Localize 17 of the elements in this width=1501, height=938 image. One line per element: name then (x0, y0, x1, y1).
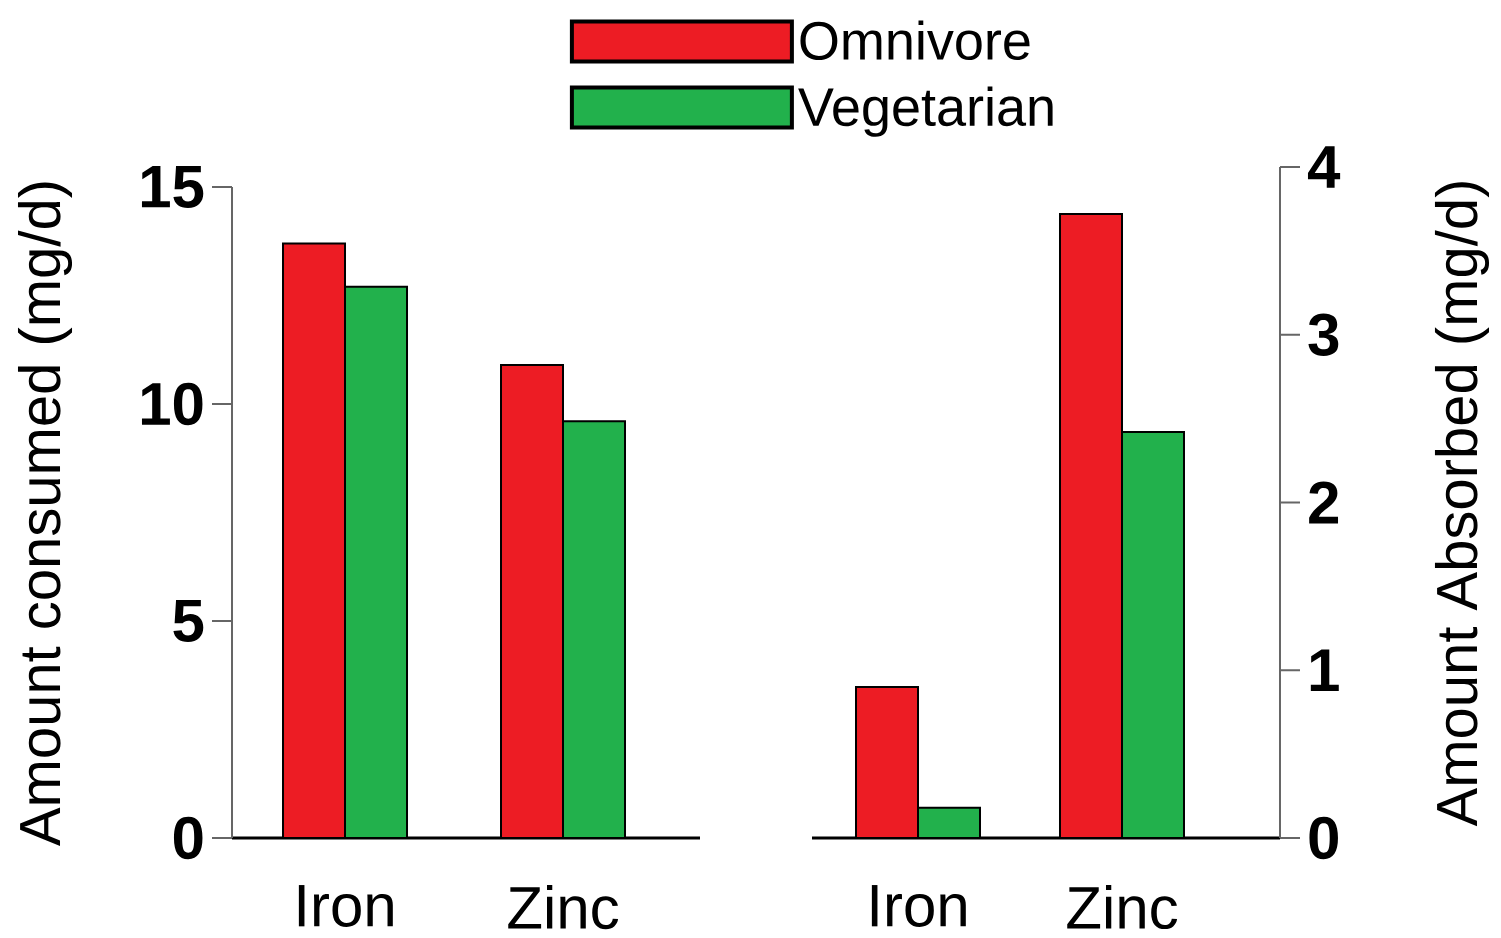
y-tick-label: 5 (173, 600, 204, 642)
legend-label: Vegetarian (798, 86, 1053, 137)
x-tick-label: Zinc (508, 885, 619, 930)
x-tick-label: Iron (871, 885, 966, 927)
legend-label: Omnivore (800, 20, 1030, 61)
y-axis-title: Amount Absorbed (mg/d) (1434, 182, 1490, 827)
y-tick-label: 0 (173, 816, 203, 860)
x-tick-label: Iron (298, 885, 393, 927)
y-tick-label: 1 (1310, 649, 1339, 691)
y-tick-label: 15 (141, 166, 204, 208)
y-axis-title: Amount consumed (mg/d) (17, 182, 73, 846)
y-tick-label: 2 (1309, 481, 1339, 524)
y-tick-label: 0 (1309, 816, 1338, 860)
y-tick-label: 10 (141, 382, 203, 426)
x-tick-label: Zinc (1067, 885, 1178, 930)
y-tick-label: 3 (1308, 313, 1339, 357)
y-tick-label: 4 (1307, 146, 1341, 188)
